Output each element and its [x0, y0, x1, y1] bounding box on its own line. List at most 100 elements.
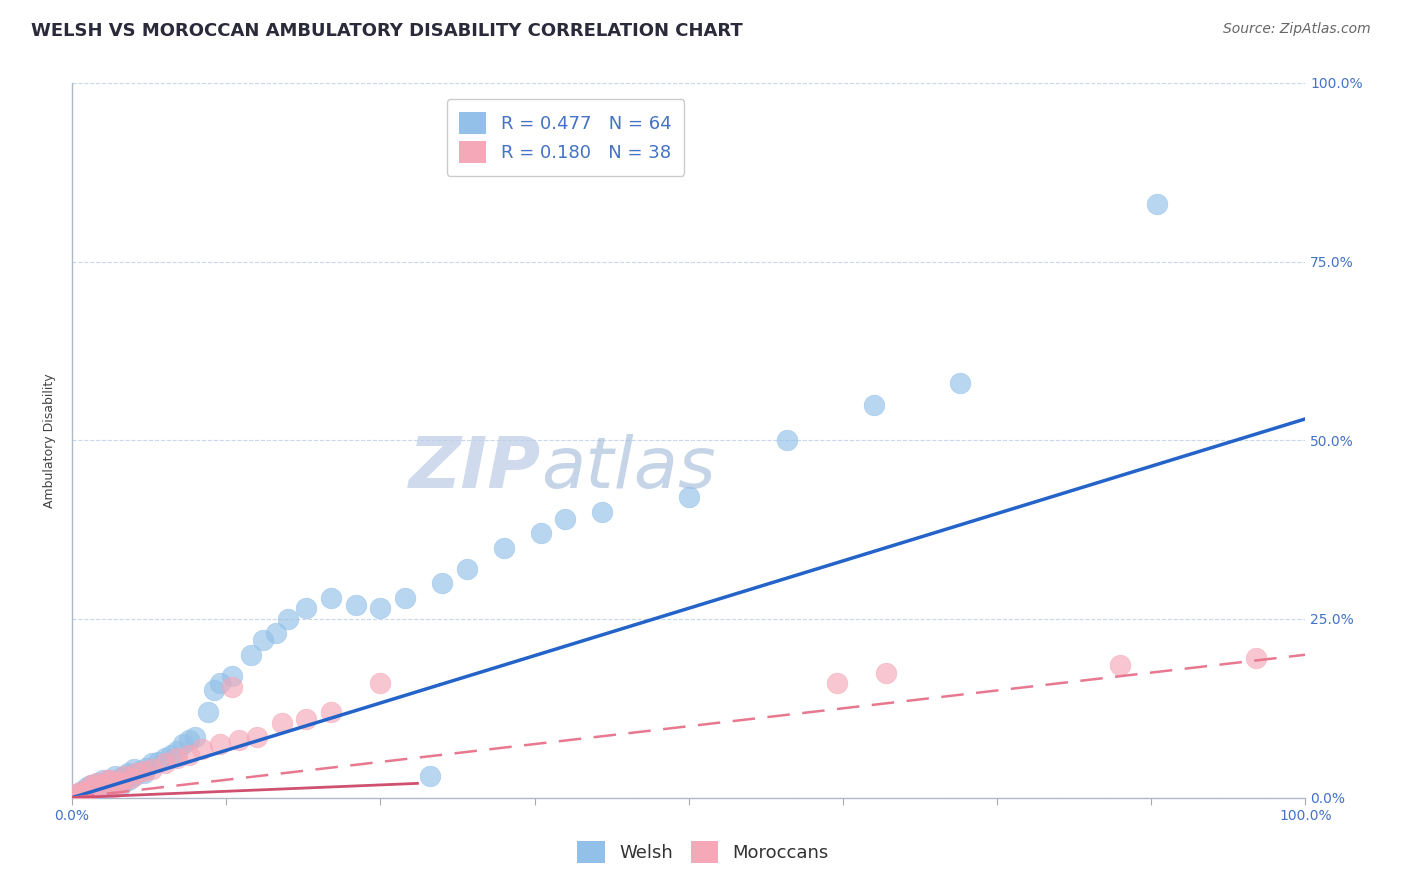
Point — [221, 680, 243, 694]
Legend: R = 0.477   N = 64, R = 0.180   N = 38: R = 0.477 N = 64, R = 0.180 N = 38 — [447, 99, 685, 176]
Point — [76, 780, 98, 794]
Point — [875, 665, 897, 680]
Point — [166, 744, 188, 758]
Point — [197, 705, 219, 719]
Point — [86, 783, 108, 797]
Point — [277, 612, 299, 626]
Point — [419, 769, 441, 783]
Point — [117, 765, 139, 780]
Point — [79, 782, 101, 797]
Point — [73, 785, 96, 799]
Text: Source: ZipAtlas.com: Source: ZipAtlas.com — [1223, 22, 1371, 37]
Point — [98, 772, 121, 787]
Point — [166, 751, 188, 765]
Point — [148, 755, 170, 769]
Point — [1244, 651, 1267, 665]
Point — [209, 737, 232, 751]
Point — [153, 756, 176, 771]
Point — [430, 576, 453, 591]
Point — [76, 787, 98, 801]
Point — [89, 778, 111, 792]
Point — [89, 778, 111, 792]
Point — [67, 786, 90, 800]
Point — [190, 742, 212, 756]
Point — [678, 491, 700, 505]
Legend: Welsh, Moroccans: Welsh, Moroccans — [567, 830, 839, 874]
Point — [86, 776, 108, 790]
Point — [370, 601, 392, 615]
Point — [117, 772, 139, 787]
Text: ZIP: ZIP — [409, 434, 541, 503]
Point — [79, 778, 101, 792]
Point — [825, 676, 848, 690]
Point — [125, 765, 148, 780]
Point — [98, 776, 121, 790]
Point — [264, 626, 287, 640]
Point — [98, 780, 121, 794]
Point — [172, 737, 194, 751]
Text: atlas: atlas — [541, 434, 716, 503]
Point — [270, 715, 292, 730]
Point — [110, 778, 132, 792]
Point — [108, 772, 131, 787]
Point — [202, 683, 225, 698]
Point — [1244, 62, 1267, 76]
Point — [91, 780, 114, 794]
Point — [120, 768, 142, 782]
Point — [1109, 658, 1132, 673]
Point — [73, 783, 96, 797]
Point — [132, 764, 155, 778]
Point — [319, 591, 342, 605]
Point — [114, 769, 136, 783]
Point — [221, 669, 243, 683]
Point — [456, 562, 478, 576]
Point — [65, 789, 87, 803]
Point — [246, 730, 269, 744]
Point — [70, 785, 93, 799]
Point — [83, 780, 105, 794]
Point — [184, 730, 207, 744]
Point — [100, 775, 122, 789]
Point — [129, 764, 152, 778]
Point — [554, 512, 576, 526]
Point — [122, 769, 145, 783]
Point — [252, 633, 274, 648]
Point — [949, 376, 972, 391]
Point — [104, 776, 127, 790]
Text: WELSH VS MOROCCAN AMBULATORY DISABILITY CORRELATION CHART: WELSH VS MOROCCAN AMBULATORY DISABILITY … — [31, 22, 742, 40]
Point — [370, 676, 392, 690]
Point — [83, 780, 105, 794]
Point — [141, 762, 163, 776]
Point — [295, 601, 318, 615]
Point — [530, 526, 553, 541]
Point — [96, 776, 118, 790]
Point — [492, 541, 515, 555]
Point — [153, 751, 176, 765]
Point — [110, 776, 132, 790]
Point — [179, 747, 201, 762]
Point — [96, 772, 118, 787]
Point — [776, 434, 799, 448]
Point — [104, 780, 127, 794]
Point — [209, 676, 232, 690]
Point — [108, 775, 131, 789]
Point — [228, 733, 250, 747]
Point — [141, 756, 163, 771]
Point — [159, 747, 181, 762]
Point — [91, 772, 114, 787]
Point — [179, 733, 201, 747]
Point — [70, 783, 93, 797]
Point — [100, 772, 122, 787]
Point — [104, 769, 127, 783]
Point — [86, 776, 108, 790]
Point — [120, 771, 142, 785]
Point — [112, 769, 135, 783]
Point — [132, 765, 155, 780]
Point — [394, 591, 416, 605]
Point — [1146, 197, 1168, 211]
Point — [862, 398, 884, 412]
Point — [591, 505, 613, 519]
Point — [122, 762, 145, 776]
Point — [135, 761, 157, 775]
Point — [110, 771, 132, 785]
